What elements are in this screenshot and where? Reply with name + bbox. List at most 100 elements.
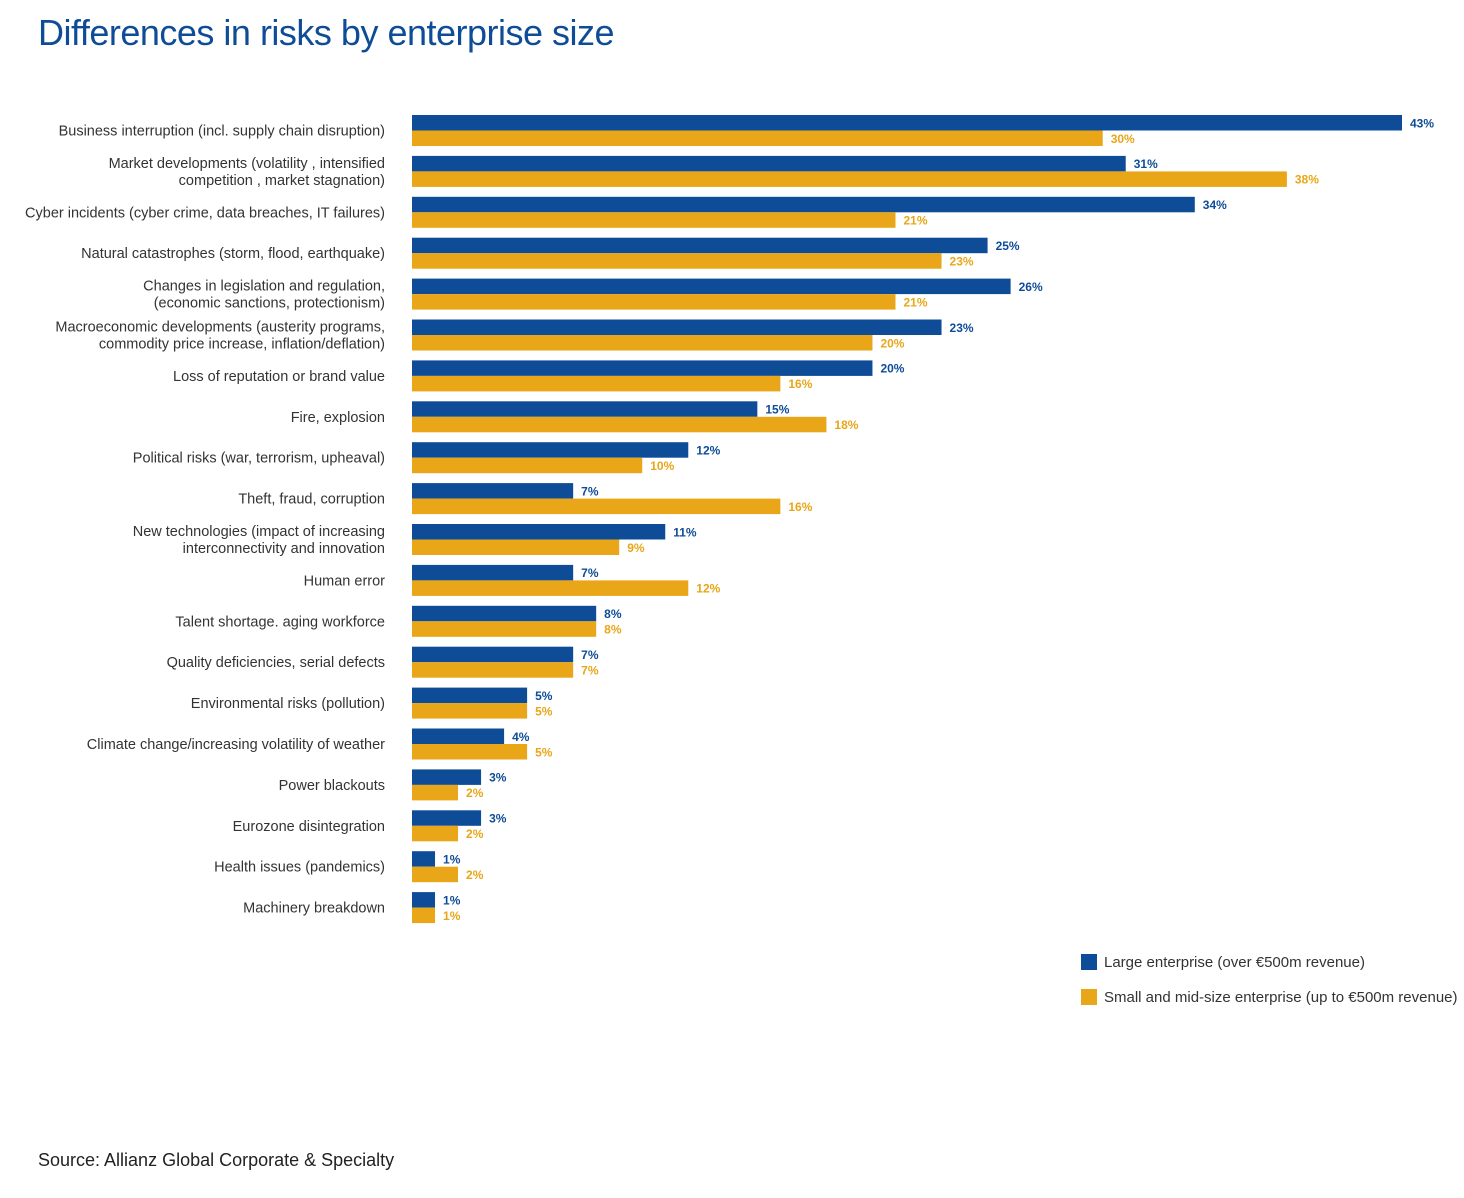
value-label-large: 5% bbox=[535, 689, 553, 703]
value-label-small: 5% bbox=[535, 745, 553, 759]
category-label: Eurozone disintegration bbox=[233, 819, 385, 835]
bar-small bbox=[412, 662, 574, 678]
category-label: Market developments (volatility , intens… bbox=[109, 156, 385, 189]
bar-small bbox=[412, 457, 643, 474]
bar-large bbox=[412, 401, 758, 417]
value-label-large: 23% bbox=[950, 321, 974, 335]
value-label-large: 34% bbox=[1203, 198, 1227, 212]
category-label: Health issues (pandemics) bbox=[214, 860, 385, 876]
value-label-large: 31% bbox=[1134, 157, 1158, 171]
category-label: Quality deficiencies, serial defects bbox=[167, 655, 385, 671]
value-label-small: 7% bbox=[581, 663, 599, 677]
bar-small bbox=[412, 253, 942, 269]
bar-small bbox=[412, 744, 528, 760]
legend-label-large: Large enterprise (over €500m revenue) bbox=[1104, 953, 1365, 971]
bar-small bbox=[412, 171, 1287, 187]
bar-small bbox=[412, 294, 896, 310]
bar-small bbox=[412, 335, 873, 351]
value-label-small: 5% bbox=[535, 704, 553, 718]
source-note: Source: Allianz Global Corporate & Speci… bbox=[38, 1150, 395, 1170]
bar-small bbox=[412, 539, 620, 555]
value-label-large: 15% bbox=[765, 403, 789, 417]
bar-large bbox=[412, 769, 482, 785]
value-label-small: 38% bbox=[1295, 173, 1319, 187]
value-label-small: 8% bbox=[604, 623, 622, 637]
value-label-large: 12% bbox=[696, 443, 720, 457]
bar-small bbox=[412, 825, 459, 842]
category-label: New technologies (impact of increasing in… bbox=[133, 524, 385, 557]
value-label-large: 1% bbox=[443, 893, 461, 907]
bar-large bbox=[412, 687, 528, 704]
bar-small bbox=[412, 375, 781, 392]
value-label-small: 21% bbox=[903, 295, 927, 309]
category-label: Business interruption (incl. supply chai… bbox=[59, 124, 385, 140]
category-label: Power blackouts bbox=[279, 778, 385, 794]
category-label: Environmental risks (pollution) bbox=[191, 696, 385, 712]
legend-item-small: Small and mid-size enterprise (up to €50… bbox=[1081, 987, 1458, 1007]
category-label: Climate change/increasing volatility of … bbox=[87, 737, 385, 753]
value-label-small: 16% bbox=[788, 377, 812, 391]
value-label-small: 1% bbox=[443, 909, 461, 923]
category-label: Macroeconomic developments (austerity pr… bbox=[55, 320, 385, 353]
value-label-small: 23% bbox=[950, 254, 974, 268]
value-label-small: 2% bbox=[466, 868, 484, 882]
bar-large bbox=[412, 892, 436, 908]
value-label-large: 1% bbox=[443, 852, 461, 866]
value-label-large: 7% bbox=[581, 484, 599, 498]
value-label-small: 16% bbox=[788, 500, 812, 514]
value-label-small: 30% bbox=[1111, 132, 1135, 146]
bar-large bbox=[412, 564, 574, 581]
bar-small bbox=[412, 784, 459, 801]
bar-small bbox=[412, 416, 827, 433]
value-label-small: 10% bbox=[650, 459, 674, 473]
bar-large bbox=[412, 851, 436, 867]
bar-large bbox=[412, 196, 1195, 213]
value-label-large: 25% bbox=[996, 239, 1020, 253]
legend-swatch-small bbox=[1081, 989, 1097, 1005]
bar-small bbox=[412, 130, 1103, 146]
category-label: Talent shortage. aging workforce bbox=[175, 614, 385, 630]
category-label: Machinery breakdown bbox=[243, 901, 385, 917]
legend-swatch-large bbox=[1081, 954, 1097, 970]
category-label: Human error bbox=[304, 573, 386, 589]
bar-large bbox=[412, 728, 505, 744]
bar-small bbox=[412, 866, 459, 883]
bar-large bbox=[412, 810, 482, 826]
category-label: Fire, explosion bbox=[291, 410, 385, 426]
bar-large bbox=[412, 360, 873, 376]
bar-large bbox=[412, 319, 942, 335]
value-label-small: 18% bbox=[834, 418, 858, 432]
bar-small bbox=[412, 580, 689, 596]
value-label-large: 3% bbox=[489, 812, 507, 826]
category-label: Loss of reputation or brand value bbox=[173, 369, 385, 385]
value-label-small: 2% bbox=[466, 786, 484, 800]
value-label-small: 21% bbox=[903, 214, 927, 228]
value-label-large: 20% bbox=[880, 362, 904, 376]
category-label: Changes in legislation and regulation, (e… bbox=[143, 279, 385, 312]
bar-small bbox=[412, 498, 781, 515]
value-label-small: 12% bbox=[696, 582, 720, 596]
bar-small bbox=[412, 212, 896, 228]
bar-small bbox=[412, 907, 436, 924]
category-label: Cyber incidents (cyber crime, data breac… bbox=[25, 205, 385, 221]
value-label-small: 20% bbox=[880, 336, 904, 350]
value-label-small: 2% bbox=[466, 827, 484, 841]
value-label-large: 7% bbox=[581, 566, 599, 580]
bar-large bbox=[412, 605, 597, 622]
category-label: Political risks (war, terrorism, upheava… bbox=[133, 451, 385, 467]
bar-small bbox=[412, 621, 597, 637]
bar-large bbox=[412, 115, 1402, 131]
category-label: Theft, fraud, corruption bbox=[238, 492, 385, 508]
bar-large bbox=[412, 237, 988, 254]
value-label-large: 11% bbox=[673, 525, 697, 539]
value-label-large: 43% bbox=[1410, 116, 1434, 130]
bar-large bbox=[412, 442, 689, 458]
legend-label-small: Small and mid-size enterprise (up to €50… bbox=[1104, 988, 1458, 1006]
value-label-large: 4% bbox=[512, 730, 530, 744]
bar-small bbox=[412, 703, 528, 719]
value-label-small: 9% bbox=[627, 541, 645, 555]
bar-large bbox=[412, 278, 1011, 295]
bar-large bbox=[412, 646, 574, 663]
category-label: Natural catastrophes (storm, flood, eart… bbox=[81, 246, 385, 262]
